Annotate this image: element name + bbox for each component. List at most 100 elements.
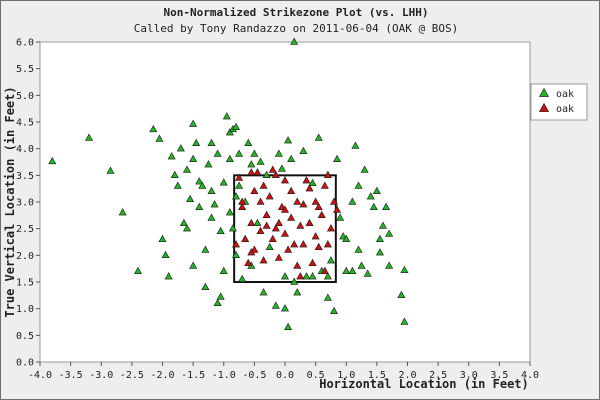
data-point-green (302, 272, 311, 280)
data-point-green (195, 202, 204, 211)
data-point-green (274, 149, 283, 157)
data-point-red (323, 240, 332, 248)
data-point-green (213, 298, 222, 307)
y-tick-label: 1.0 (16, 304, 34, 315)
y-tick-label: 4.5 (16, 118, 34, 129)
data-point-green (201, 282, 210, 291)
data-point-green (235, 149, 244, 157)
data-point-red (293, 197, 302, 205)
data-point-red (287, 186, 296, 195)
data-point-green (354, 245, 363, 253)
x-tick-label: -1.5 (181, 370, 205, 381)
data-point-green (192, 138, 201, 147)
data-point-red (296, 221, 305, 229)
data-point-red (238, 202, 247, 211)
data-point-green (182, 165, 192, 173)
data-point-red (268, 234, 277, 243)
data-point-green (265, 242, 274, 251)
data-point-green (219, 266, 228, 275)
data-point-green (360, 165, 369, 173)
data-point-green (375, 234, 384, 243)
data-point-red (274, 218, 283, 227)
data-point-red (238, 197, 247, 205)
data-point-red (271, 170, 280, 179)
data-point-red (259, 256, 268, 264)
y-tick-label: 3.0 (16, 198, 34, 209)
data-point-red (280, 205, 290, 213)
data-point-green (348, 197, 357, 205)
data-point-green (351, 141, 360, 149)
data-point-green (290, 37, 299, 45)
data-point-red (280, 229, 290, 237)
data-point-green (207, 186, 216, 195)
data-point-green (280, 272, 290, 280)
data-point-green (323, 293, 332, 301)
data-point-red (259, 181, 268, 189)
data-point-green (186, 194, 195, 203)
data-point-green (348, 266, 357, 275)
data-point-green (287, 154, 296, 163)
data-point-green (149, 124, 158, 133)
x-tick-label: 0.5 (307, 370, 325, 381)
data-point-green (222, 112, 231, 120)
data-point-green (213, 149, 222, 157)
data-point-green (385, 229, 394, 237)
data-point-red (244, 258, 253, 267)
data-point-red (314, 202, 323, 211)
x-axis-ticks: -4.0 -3.5 -3.0 -2.5 -2.0 -1.5 -1.0 -0.5 0.0 0.5 1.… (28, 362, 539, 381)
y-tick-label: 0.0 (16, 358, 34, 369)
data-point-green (189, 154, 198, 163)
legend: oak oak (530, 83, 588, 121)
x-tick-label: 3.0 (460, 370, 478, 381)
data-point-green (400, 317, 409, 325)
data-point-green (133, 266, 143, 275)
data-point-green (250, 149, 259, 157)
x-tick-label: 1.0 (337, 370, 355, 381)
legend-entry-0: oak (556, 89, 574, 100)
data-point-green (161, 250, 170, 259)
data-point-red (308, 258, 317, 267)
data-point-green (158, 234, 167, 243)
data-point-red (241, 234, 250, 243)
data-point-green (84, 133, 94, 141)
data-point-green (293, 288, 302, 296)
x-tick-label: -3.5 (59, 370, 83, 381)
data-point-green (385, 261, 394, 269)
data-point-red (268, 165, 277, 173)
data-point-red (329, 197, 339, 205)
data-point-green (201, 245, 210, 253)
data-point-red (299, 240, 308, 248)
data-point-green (118, 208, 127, 216)
plot-area (39, 41, 531, 363)
data-point-red (311, 197, 320, 205)
data-point-red (302, 176, 311, 184)
data-point-green (189, 119, 198, 127)
data-point-red (256, 197, 265, 205)
data-point-red (320, 181, 329, 189)
data-point-green (284, 322, 293, 331)
data-point-red (290, 240, 299, 248)
data-point-green (179, 218, 188, 227)
data-point-green (290, 277, 299, 285)
data-point-green (106, 166, 115, 174)
data-point-red (253, 168, 262, 176)
data-point-green (366, 192, 375, 200)
legend-entry-1: oak (556, 104, 574, 115)
data-point-red (305, 184, 314, 192)
data-point-green (277, 164, 286, 172)
data-point-green (195, 177, 204, 185)
data-point-green (176, 144, 185, 152)
data-point-green (280, 304, 290, 312)
legend-marker-red-triangle (538, 102, 550, 112)
y-tick-label: 3.5 (16, 171, 34, 182)
data-point-green (170, 170, 179, 179)
data-point-red (247, 248, 256, 256)
data-point-green (284, 136, 293, 144)
data-point-red (247, 168, 256, 176)
data-point-red (271, 224, 280, 232)
x-tick-label: -0.5 (242, 370, 266, 381)
data-point-green (323, 272, 332, 280)
data-point-green (363, 269, 372, 277)
data-point-red (262, 221, 271, 229)
data-point-red (274, 253, 283, 261)
